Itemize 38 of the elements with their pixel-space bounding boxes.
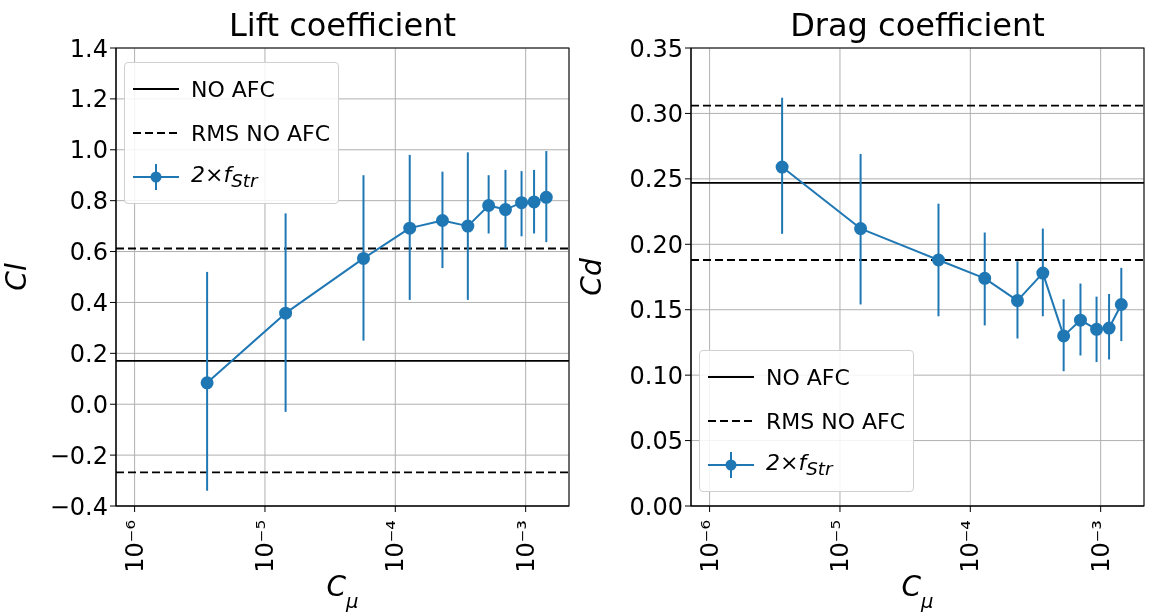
y-tick-label: 0.30: [629, 99, 683, 128]
x-tick-label: 10⁻⁶: [120, 520, 149, 573]
legend-label: NO AFC: [766, 364, 850, 390]
y-tick-label: 0.10: [629, 361, 683, 390]
y-tick-label: −0.4: [49, 492, 108, 521]
y-tick-label: 0.2: [69, 339, 108, 368]
x-axis-title: C$_{μ}$: [326, 570, 359, 613]
y-tick-label: 0.6: [69, 238, 108, 267]
y-tick-label: 0.25: [629, 165, 683, 194]
y-tick-label: 1.2: [69, 85, 108, 114]
chart-title: Drag coefficient: [790, 6, 1045, 44]
legend-label: RMS NO AFC: [766, 408, 906, 434]
x-tick-label: 10⁻⁵: [825, 520, 854, 573]
y-tick-label: 0.8: [69, 187, 108, 216]
y-axis-title: Cd: [575, 258, 608, 296]
x-tick-label: 10⁻³: [511, 520, 540, 573]
y-tick-label: 0.05: [629, 427, 683, 456]
y-tick-label: 0.35: [629, 34, 683, 63]
x-tick-label: 10⁻⁵: [250, 520, 279, 573]
legend-label: 2×f$_{Str}$: [191, 162, 258, 192]
legend-label: RMS NO AFC: [191, 120, 331, 146]
chart-title: Lift coefficient: [229, 6, 456, 44]
y-tick-label: 0.15: [629, 296, 683, 325]
y-tick-label: −0.2: [49, 441, 108, 470]
x-tick-label: 10⁻³: [1086, 520, 1115, 573]
x-tick-label: 10⁻⁴: [956, 520, 985, 573]
y-tick-label: 0.00: [629, 492, 683, 521]
x-axis-title: C$_{μ}$: [901, 570, 934, 613]
y-axis-title: Cl: [0, 263, 33, 291]
y-tick-label: 0.20: [629, 230, 683, 259]
y-tick-label: 1.0: [69, 136, 108, 165]
y-tick-label: 0.0: [69, 390, 108, 419]
y-tick-label: 1.4: [69, 34, 108, 63]
x-tick-label: 10⁻⁶: [695, 520, 724, 573]
legend-label: NO AFC: [191, 76, 275, 102]
y-tick-label: 0.4: [69, 288, 108, 317]
x-tick-label: 10⁻⁴: [381, 520, 410, 573]
legend-label: 2×f$_{Str}$: [766, 450, 833, 480]
